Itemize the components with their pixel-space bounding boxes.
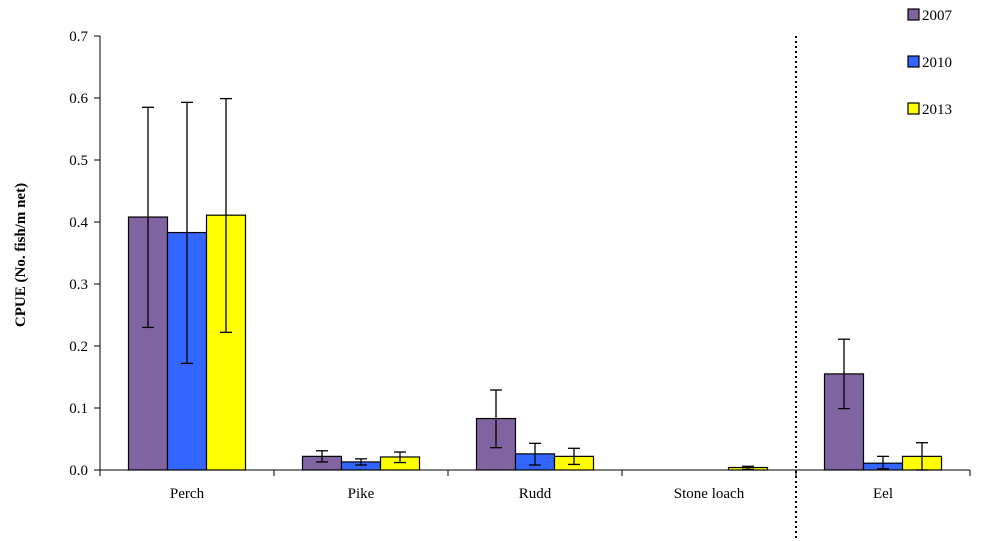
- legend-swatch: [907, 55, 920, 68]
- y-tick-label: 0.1: [69, 401, 88, 417]
- bars: [127, 214, 943, 471]
- y-tick-label: 0.5: [69, 153, 88, 169]
- y-tick-label: 0.2: [69, 339, 88, 355]
- y-axis: 0.0 0.1 0.2 0.3 0.4 0.5 0.6 0.7: [69, 29, 101, 479]
- category-label: Eel: [873, 486, 893, 502]
- y-tick-label: 0.0: [69, 463, 88, 479]
- y-tick-label: 0.3: [69, 277, 88, 293]
- y-tick-label: 0.7: [69, 29, 88, 45]
- y-tick-label: 0.4: [69, 215, 88, 231]
- category-label: Pike: [348, 486, 375, 502]
- y-tick-label: 0.6: [69, 91, 88, 107]
- legend-swatch: [907, 8, 920, 21]
- category-label: Perch: [170, 486, 205, 502]
- category-label: Stone loach: [674, 486, 745, 502]
- category-label: Rudd: [519, 486, 552, 502]
- legend-label: 2010: [922, 55, 952, 71]
- y-axis-title: CPUE (No. fish/m net): [13, 183, 29, 327]
- legend-label: 2007: [922, 8, 953, 24]
- legend-swatch: [907, 102, 920, 115]
- legend: 2007 2010 2013: [907, 8, 953, 118]
- error-bars: [142, 97, 928, 471]
- legend-label: 2013: [922, 102, 952, 118]
